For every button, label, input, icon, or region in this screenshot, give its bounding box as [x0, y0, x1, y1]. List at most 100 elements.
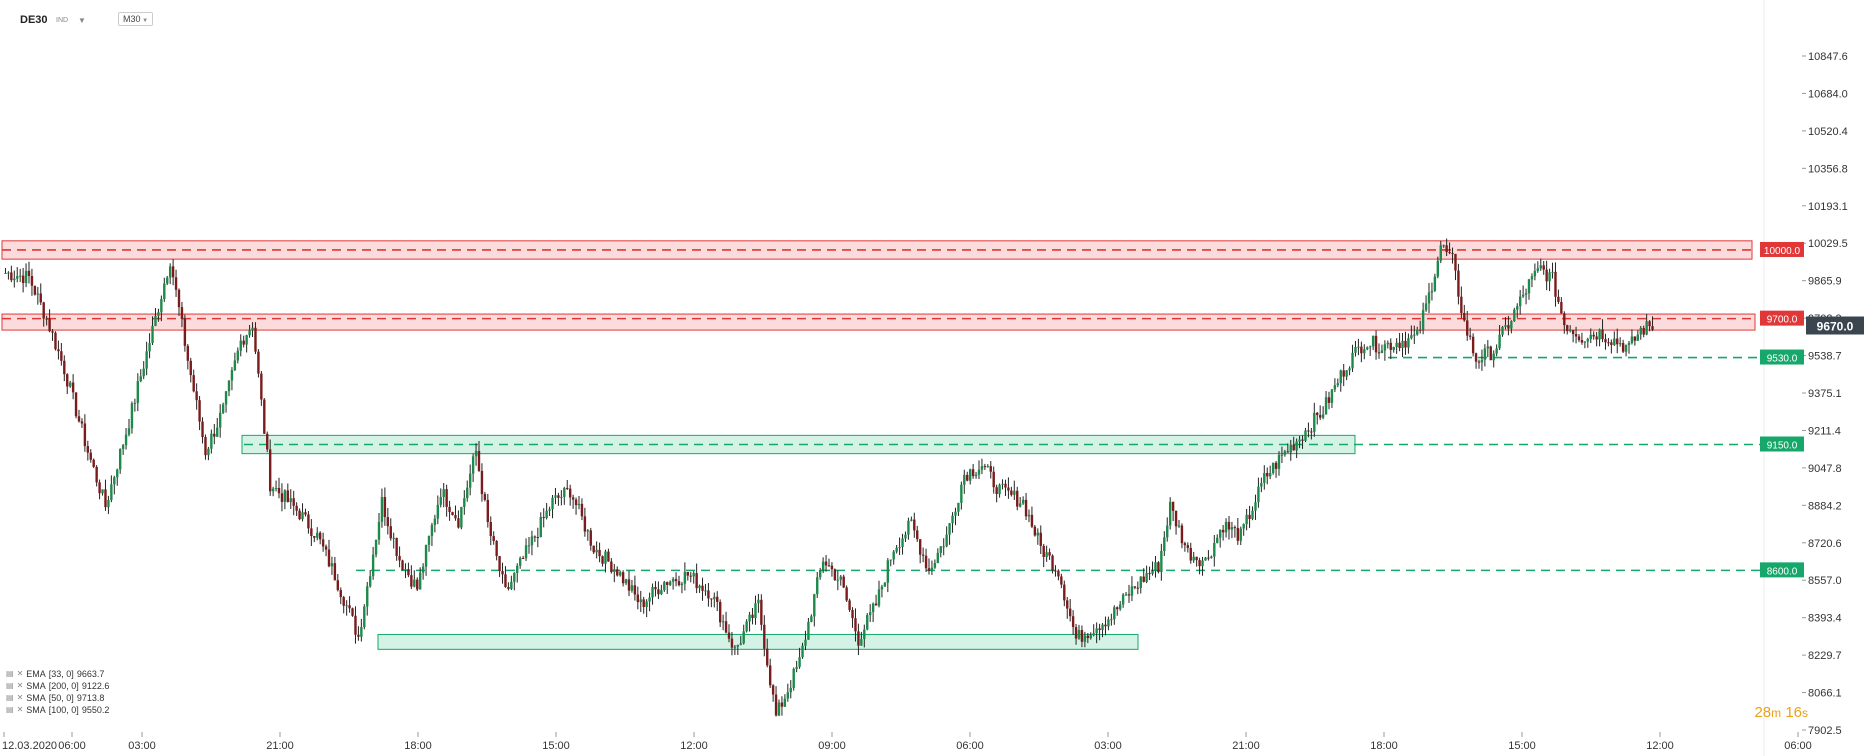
- candle-body: [913, 519, 916, 531]
- candle-body: [110, 484, 113, 500]
- candle: [36, 286, 40, 305]
- candle-body: [674, 579, 678, 582]
- candle-body: [248, 330, 251, 336]
- candle: [583, 507, 587, 537]
- candle: [1377, 343, 1381, 359]
- timeframe-label: M30: [123, 14, 141, 24]
- candle-body: [933, 563, 937, 568]
- candle: [510, 575, 513, 590]
- candle: [7, 271, 10, 280]
- candle: [621, 570, 625, 587]
- candle: [1468, 327, 1472, 340]
- indicator-row[interactable]: ▤ ✕ SMA [100, 0] 9550.2: [6, 704, 109, 716]
- candle: [739, 635, 742, 646]
- candle-body: [66, 374, 69, 387]
- candle-body: [204, 437, 207, 456]
- candle-body: [224, 391, 228, 405]
- candle-body: [648, 597, 651, 602]
- candle: [1171, 501, 1175, 522]
- settings-icon[interactable]: ▤: [6, 693, 14, 702]
- candle-body: [407, 569, 410, 576]
- candle: [151, 316, 154, 345]
- indicator-row[interactable]: ▤ ✕ SMA [200, 0] 9122.6: [6, 680, 109, 692]
- candle: [660, 584, 663, 595]
- candle: [360, 618, 363, 642]
- candle-body: [1416, 329, 1419, 335]
- candle-body: [404, 569, 407, 571]
- y-tick-label: 8884.2: [1808, 500, 1842, 512]
- candle-body: [163, 283, 166, 300]
- candle: [460, 506, 463, 530]
- candle-body: [707, 590, 710, 599]
- candle-body: [1186, 545, 1190, 548]
- candle-body: [1627, 342, 1631, 346]
- candle-body: [501, 571, 504, 575]
- chevron-down-icon[interactable]: ▼: [78, 16, 86, 25]
- candle: [948, 522, 951, 545]
- candle: [89, 449, 92, 463]
- candle: [1333, 378, 1337, 393]
- candle: [724, 611, 728, 634]
- candle: [1118, 600, 1122, 611]
- candle: [1507, 315, 1510, 336]
- candle-body: [1274, 462, 1278, 469]
- candle: [245, 334, 248, 353]
- candle: [986, 464, 990, 468]
- candle-body: [392, 537, 395, 539]
- candle-body: [301, 512, 304, 520]
- close-icon[interactable]: ✕: [16, 693, 24, 702]
- candle: [1445, 238, 1448, 257]
- candle: [1604, 333, 1607, 350]
- candle-body: [1618, 343, 1622, 345]
- candle-body: [1427, 292, 1431, 304]
- candle: [48, 309, 51, 333]
- candle-body: [1333, 385, 1337, 390]
- close-icon[interactable]: ✕: [16, 705, 24, 714]
- candle: [1201, 556, 1204, 576]
- candle-body: [548, 509, 551, 511]
- candle: [524, 538, 528, 562]
- indicator-row[interactable]: ▤ ✕ SMA [50, 0] 9713.8: [6, 692, 109, 704]
- close-icon[interactable]: ✕: [16, 681, 24, 690]
- indicator-row[interactable]: ▤ ✕ EMA [33, 0] 9663.7: [6, 668, 109, 680]
- candle: [1524, 288, 1528, 305]
- candle-body: [10, 272, 13, 281]
- candle: [54, 331, 57, 351]
- close-icon[interactable]: ✕: [16, 669, 24, 678]
- settings-icon[interactable]: ▤: [6, 669, 14, 678]
- settings-icon[interactable]: ▤: [6, 705, 14, 714]
- timer-seconds: 16: [1785, 704, 1802, 721]
- candle: [995, 484, 998, 503]
- timeframe-selector[interactable]: M30 ▼: [118, 12, 154, 26]
- candle: [698, 584, 701, 593]
- candle-body: [245, 335, 248, 345]
- candle: [13, 270, 16, 288]
- candle: [1360, 341, 1363, 363]
- candle-body: [463, 498, 466, 507]
- candle: [521, 555, 525, 560]
- candle-body: [695, 573, 698, 589]
- candle: [1386, 340, 1390, 349]
- candle-body: [504, 574, 507, 588]
- candle-body: [1154, 562, 1157, 572]
- x-tick-label: 18:00: [1370, 740, 1398, 752]
- candle: [101, 489, 104, 496]
- candle-body: [863, 629, 866, 640]
- candle-body: [1001, 483, 1004, 485]
- symbol-title[interactable]: DE30: [20, 14, 48, 26]
- candle: [1107, 616, 1110, 631]
- candle-body: [786, 692, 790, 699]
- candle: [410, 565, 413, 590]
- settings-icon[interactable]: ▤: [6, 681, 14, 690]
- candle-body: [16, 276, 19, 279]
- candle-body: [1336, 383, 1340, 386]
- candle-body: [377, 521, 381, 540]
- candle-body: [1448, 252, 1451, 254]
- candle-body: [454, 515, 457, 519]
- candle-body: [257, 351, 260, 374]
- candle: [1136, 581, 1140, 595]
- candle-body: [1083, 635, 1087, 642]
- candle: [495, 540, 498, 561]
- candle: [1283, 449, 1287, 457]
